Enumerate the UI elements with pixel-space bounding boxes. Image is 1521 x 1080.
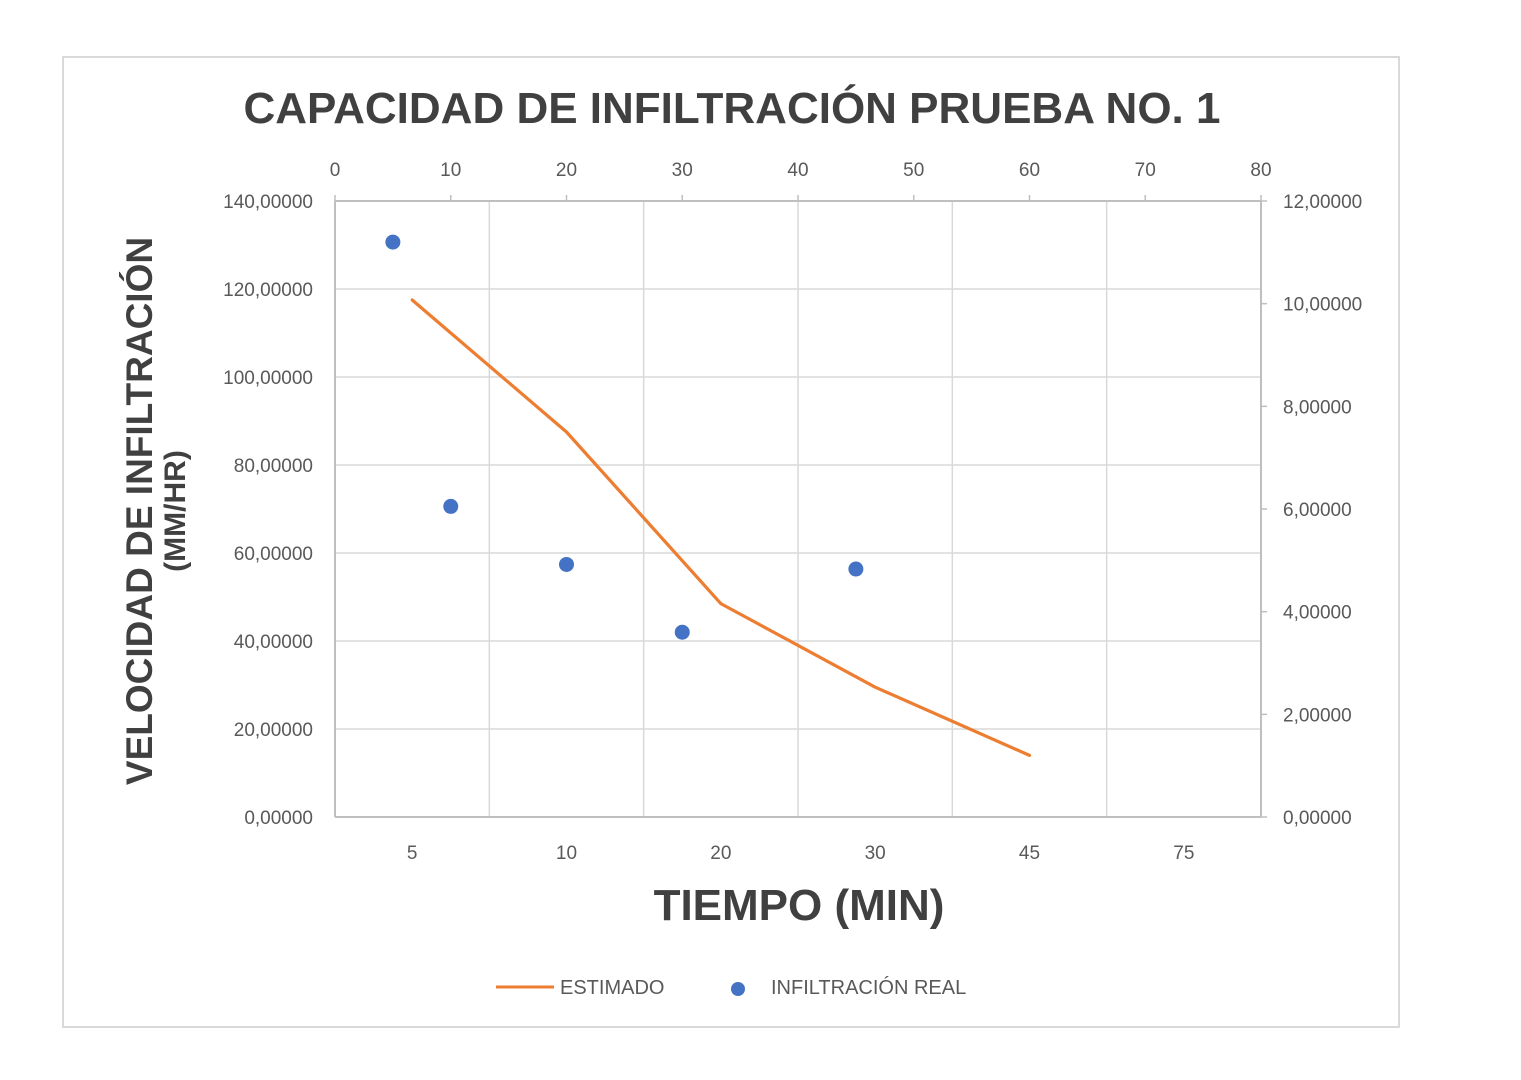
top-x-tick-label: 10 bbox=[440, 160, 461, 181]
chart-frame: CAPACIDAD DE INFILTRACIÓN PRUEBA NO. 1 0… bbox=[62, 56, 1400, 1028]
axis-layer bbox=[334, 195, 1267, 818]
bottom-x-tick-label: 10 bbox=[556, 843, 577, 864]
y-tick-label: 140,00000 bbox=[223, 192, 313, 213]
y-tick-label: 60,00000 bbox=[234, 544, 313, 565]
right-y-tick-label: 8,00000 bbox=[1283, 397, 1352, 418]
top-x-tick-label: 70 bbox=[1135, 160, 1156, 181]
data-point-real bbox=[385, 234, 401, 250]
legend-label-real: INFILTRACIÓN REAL bbox=[771, 976, 966, 999]
right-y-tick-label: 10,00000 bbox=[1283, 295, 1362, 316]
chart-title: CAPACIDAD DE INFILTRACIÓN PRUEBA NO. 1 bbox=[244, 83, 1221, 133]
top-x-tick-label: 50 bbox=[903, 160, 924, 181]
legend: ESTIMADO INFILTRACIÓN REAL bbox=[496, 976, 966, 999]
y-tick-label: 120,00000 bbox=[223, 280, 313, 301]
series-line-estimado bbox=[410, 298, 1032, 758]
bottom-x-tick-label: 5 bbox=[407, 843, 418, 864]
series-layer bbox=[385, 234, 1032, 758]
y-tick-label: 80,00000 bbox=[234, 456, 313, 477]
legend-label-estimado: ESTIMADO bbox=[560, 977, 664, 999]
legend-marker-swatch bbox=[731, 982, 745, 996]
right-y-tick-label: 4,00000 bbox=[1283, 603, 1352, 624]
right-y-tick-label: 12,00000 bbox=[1283, 192, 1362, 213]
grid-layer bbox=[335, 200, 1261, 818]
y-tick-label: 0,00000 bbox=[244, 808, 313, 829]
y-tick-label: 100,00000 bbox=[223, 368, 313, 389]
y-axis-title-line1: VELOCIDAD DE INFILTRACIÓN bbox=[118, 237, 160, 785]
top-x-tick-label: 60 bbox=[1019, 160, 1040, 181]
data-point-real bbox=[559, 556, 574, 572]
top-x-tick-label: 30 bbox=[672, 160, 693, 181]
bottom-x-tick-label: 30 bbox=[865, 843, 886, 864]
bottom-x-tick-label: 75 bbox=[1173, 843, 1194, 864]
y-tick-label: 40,00000 bbox=[234, 632, 313, 653]
data-point-real bbox=[443, 498, 459, 514]
y-axis-title-line2: (MM/HR) bbox=[159, 450, 192, 572]
data-point-real bbox=[848, 561, 864, 577]
right-y-tick-label: 0,00000 bbox=[1283, 808, 1352, 829]
top-x-tick-label: 0 bbox=[330, 160, 341, 181]
right-y-tick-label: 2,00000 bbox=[1283, 705, 1352, 726]
tick-layer: 0,00000 20,00000 40,00000 60,00000 80,00000 1… bbox=[223, 160, 1362, 864]
top-x-tick-label: 80 bbox=[1250, 160, 1271, 181]
top-x-tick-label: 40 bbox=[787, 160, 808, 181]
x-axis-title: TIEMPO (MIN) bbox=[654, 881, 945, 930]
chart-svg: CAPACIDAD DE INFILTRACIÓN PRUEBA NO. 1 0… bbox=[118, 83, 1362, 999]
y-tick-label: 20,00000 bbox=[234, 720, 313, 741]
bottom-x-tick-label: 20 bbox=[710, 843, 731, 864]
top-x-tick-label: 20 bbox=[556, 160, 577, 181]
bottom-x-tick-label: 45 bbox=[1019, 843, 1040, 864]
right-y-tick-label: 6,00000 bbox=[1283, 500, 1352, 521]
data-point-real bbox=[674, 624, 690, 640]
